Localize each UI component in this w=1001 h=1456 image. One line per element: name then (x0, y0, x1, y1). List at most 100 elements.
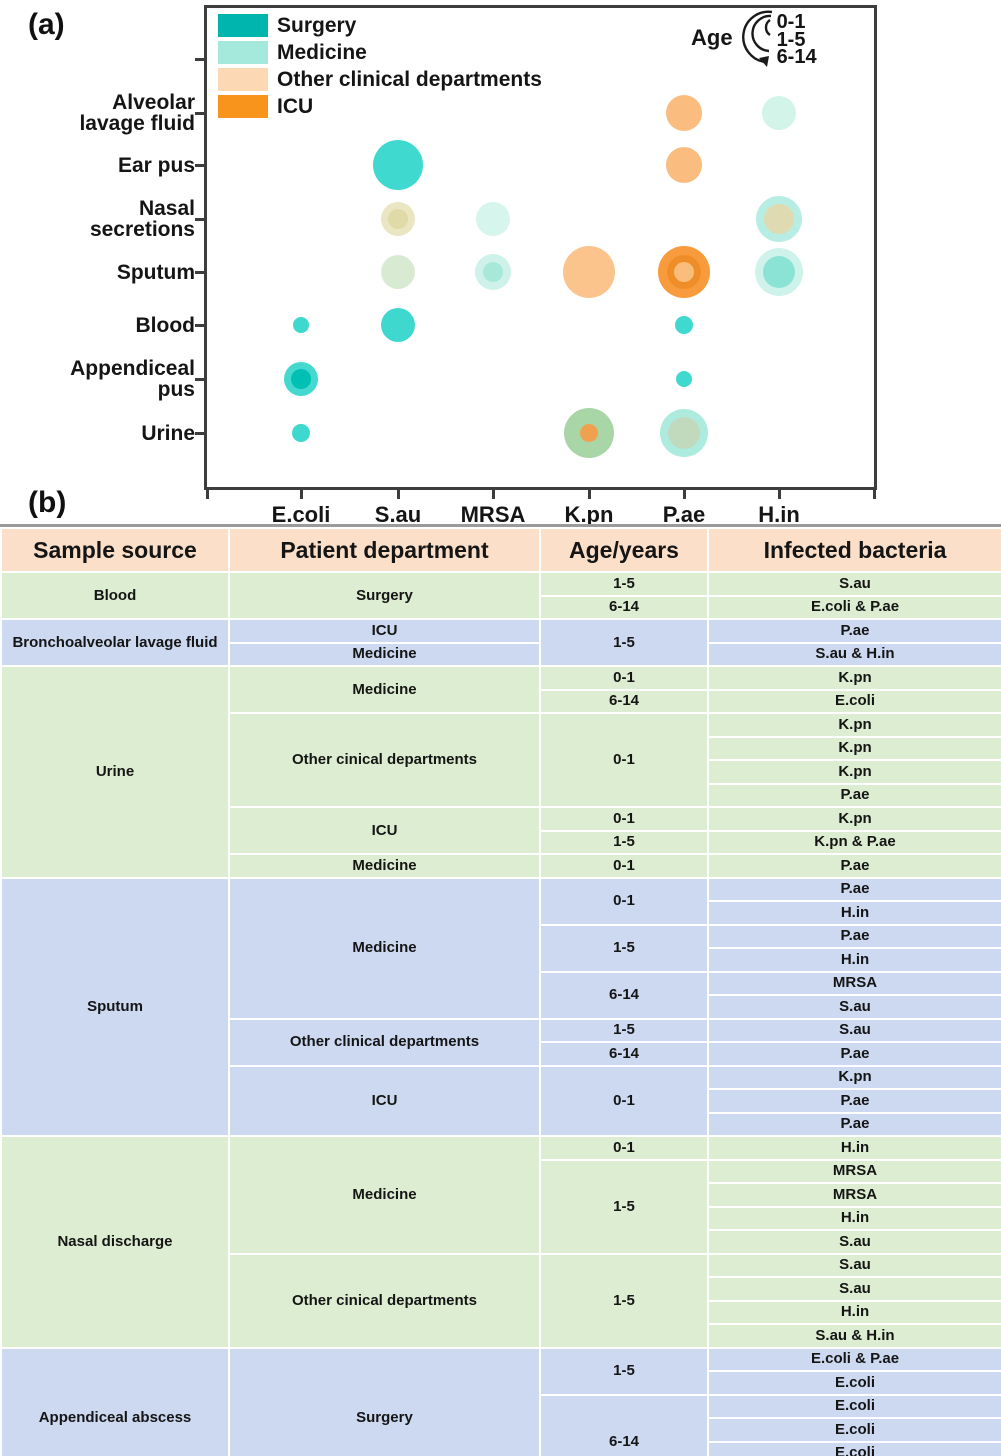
cell-sample-source: Nasal discharge (0, 1135, 230, 1349)
legend-item: Other clinical departments (218, 68, 542, 91)
cell-infected-bacteria: S.au (707, 1017, 1001, 1043)
table-row: Nasal discharge Medicine 0-1 H.in (0, 1135, 1001, 1349)
cell-patient-department: Medicine (228, 665, 541, 714)
chart-bubble-inner-layer (674, 262, 694, 282)
x-axis-tick (299, 490, 303, 499)
table-row: H.in (1, 900, 1001, 926)
legend-swatch (218, 14, 268, 37)
age-size-medium: 1-5 (776, 28, 806, 51)
chart-bubble (476, 202, 510, 236)
cell-infected-bacteria: S.au (707, 1229, 1001, 1255)
cell-infected-bacteria: E.coli (707, 1417, 1001, 1443)
y-axis-tick (195, 163, 204, 167)
table-row: H.in (1, 947, 1001, 973)
department-color-legend: Surgery Medicine Other clinical department… (218, 14, 542, 122)
legend-label: Medicine (277, 40, 367, 64)
cell-patient-department: Medicine (228, 876, 541, 1020)
cell-age-years: 1-5 (539, 571, 709, 597)
x-axis-tick (587, 490, 591, 499)
cell-infected-bacteria: E.coli & P.ae (707, 1346, 1001, 1372)
table-row: Sputum Medicine 0-1 P.ae (0, 876, 1001, 1137)
y-axis-label: Appendiceal pus (70, 357, 195, 401)
cell-infected-bacteria: S.au & H.in (707, 641, 1001, 667)
legend-item: ICU (218, 95, 542, 118)
cell-infected-bacteria: S.au (707, 994, 1001, 1020)
cell-infected-bacteria: S.au (707, 1252, 1001, 1278)
bubble-chart-plot: Surgery Medicine Other clinical department… (70, 5, 877, 527)
table-row: E.coli (1, 1440, 1001, 1456)
chart-bubble (666, 95, 702, 131)
chart-bubble-inner-layer (483, 262, 503, 282)
table-row: Appendiceal abscess Surgery 1-5 E.coli & P.… (0, 1346, 1001, 1456)
table-row: H.in (1, 1205, 1001, 1231)
legend-label: ICU (277, 94, 314, 118)
y-axis-tick (195, 217, 204, 221)
cell-age-years: 0-1 (539, 1064, 709, 1137)
cell-infected-bacteria: K.pn & P.ae (707, 829, 1001, 855)
cell-age-years: 6-14 (539, 688, 709, 714)
x-axis-label: S.au (374, 502, 422, 527)
cell-infected-bacteria: E.coli & P.ae (707, 594, 1001, 620)
cell-age-years: 6-14 (539, 1393, 709, 1456)
cell-infected-bacteria: K.pn (707, 1064, 1001, 1090)
cell-infected-bacteria: P.ae (707, 853, 1001, 879)
y-axis-label: Sputum (116, 260, 195, 284)
chart-bubble-inner-layer (668, 417, 700, 449)
cell-infected-bacteria: MRSA (707, 1158, 1001, 1184)
table-row: P.ae (1, 1111, 1001, 1137)
panel-b-label: (b) (28, 486, 67, 519)
table-row: Bronchoalveolar lavage fluid ICU 1-5 P.ae (0, 618, 1001, 667)
table-row: Other cinical departments 1-5 S.au (1, 1252, 1001, 1349)
table-header-cell: Age/years (539, 527, 709, 573)
legend-swatch (218, 95, 268, 118)
cell-infected-bacteria: S.au (707, 1276, 1001, 1302)
chart-bubble-inner-layer (763, 256, 795, 288)
cell-infected-bacteria: H.in (707, 947, 1001, 973)
table-top-rule (0, 524, 1001, 527)
table-header-cell: Patient department (228, 527, 541, 573)
chart-bubble (675, 316, 693, 334)
chart-bubble (293, 317, 309, 333)
cell-infected-bacteria: K.pn (707, 735, 1001, 761)
cell-infected-bacteria: K.pn (707, 712, 1001, 738)
y-axis-tick (195, 111, 204, 115)
cell-age-years: 6-14 (539, 1041, 709, 1067)
table-header-cell: Sample source (0, 527, 230, 573)
cell-age-years: 1-5 (539, 1017, 709, 1043)
table-row: MRSA (1, 1182, 1001, 1208)
table-row: 6-14 P.ae (1, 1041, 1001, 1067)
y-axis-label: Nasal secretions (89, 197, 195, 241)
table-row: Blood Surgery 1-5 S.au (0, 571, 1001, 620)
cell-patient-department: Surgery (228, 571, 541, 620)
chart-bubble (373, 140, 423, 190)
chart-bubble (666, 147, 702, 183)
chart-bubble (381, 308, 415, 342)
table-row: S.au & H.in (1, 1323, 1001, 1349)
table-row: S.au (1, 994, 1001, 1020)
table-row: S.au (1, 1229, 1001, 1255)
cell-sample-source: Sputum (0, 876, 230, 1137)
cell-patient-department: Medicine (228, 641, 541, 667)
cell-infected-bacteria: P.ae (707, 618, 1001, 644)
cell-infected-bacteria: P.ae (707, 1088, 1001, 1114)
table-row: 6-14 E.coli & P.ae (1, 594, 1001, 620)
legend-item: Surgery (218, 14, 542, 37)
cell-patient-department: Medicine (228, 1135, 541, 1255)
cell-age-years: 0-1 (539, 806, 709, 832)
y-axis-tick (195, 270, 204, 274)
cell-age-years: 1-5 (539, 1346, 709, 1396)
x-axis-tick (396, 490, 400, 499)
legend-label: Other clinical departments (277, 67, 542, 91)
legend-item: Medicine (218, 41, 542, 64)
table-row: 1-5 K.pn & P.ae (1, 829, 1001, 855)
cell-infected-bacteria: MRSA (707, 1182, 1001, 1208)
y-axis-label: Blood (135, 313, 195, 337)
cell-age-years: 0-1 (539, 876, 709, 926)
y-axis-label: Ear pus (117, 153, 195, 177)
x-axis-label: MRSA (460, 502, 526, 527)
age-size-large: 6-14 (776, 46, 817, 68)
x-axis-tick (205, 490, 209, 499)
x-axis-label: P.ae (662, 502, 706, 527)
y-axis-tick (195, 323, 204, 327)
